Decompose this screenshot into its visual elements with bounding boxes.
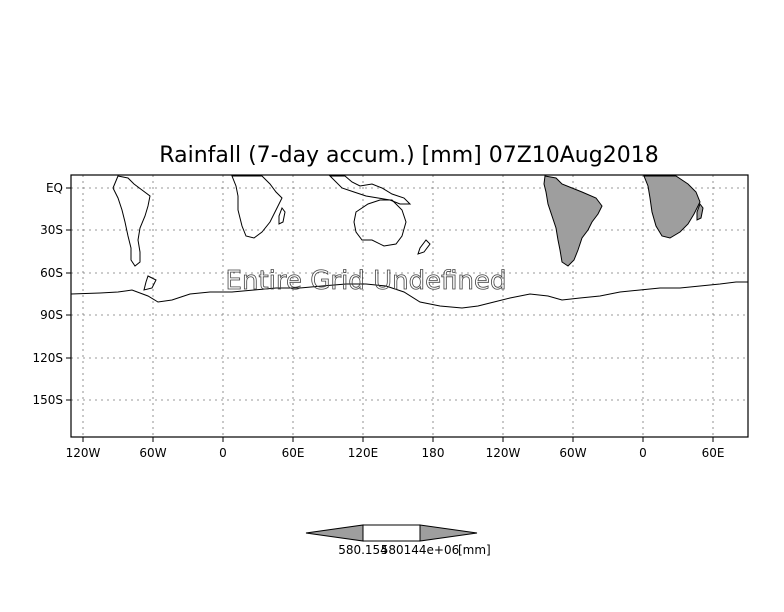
undefined-grid-message: Entire Grid Undefined [226, 266, 507, 296]
colorbar-min-label: 580.154 [338, 543, 388, 557]
madagascar-shaded [696, 202, 704, 221]
lon-label: 0 [639, 446, 647, 460]
madagascar-outline [278, 206, 286, 225]
antarctic-peninsula-outline [143, 275, 157, 291]
lon-label: 120W [486, 446, 521, 460]
antarctica-outline [70, 281, 748, 309]
continents-outline [70, 175, 748, 309]
colorbar-unit-label: [mm] [458, 543, 491, 557]
colorbar-right-arrow [419, 524, 478, 542]
colorbar-max-label: 580144e+06 [381, 543, 460, 557]
south-america-outline [112, 175, 151, 267]
lon-label: 60E [702, 446, 725, 460]
colorbar: 580.154 580144e+06 [mm] [305, 524, 491, 557]
lon-label: 0 [219, 446, 227, 460]
longitude-labels: 120W 60W 0 60E 120E 180 120W 60W 0 60E [66, 446, 725, 460]
colorbar-middle-box [362, 524, 421, 542]
continents-shaded [543, 175, 704, 267]
plot-frame [70, 174, 749, 438]
lon-label: 180 [422, 446, 445, 460]
new-zealand-outline [417, 239, 431, 255]
lat-label: 150S [32, 393, 63, 407]
lon-label: 60W [139, 446, 166, 460]
australia-outline [353, 199, 407, 247]
lat-label: 120S [32, 351, 63, 365]
tick-marks [66, 187, 714, 442]
lon-label: 120W [66, 446, 101, 460]
lat-label: 90S [40, 308, 63, 322]
lon-label: 120E [348, 446, 379, 460]
lon-label: 60W [559, 446, 586, 460]
south-america-shaded [543, 175, 603, 267]
map-title: Rainfall (7-day accum.) [mm] 07Z10Aug201… [159, 143, 658, 168]
lat-label: 60S [40, 266, 63, 280]
africa-outline [231, 175, 283, 239]
lat-label: EQ [46, 181, 63, 195]
grid-lines [71, 175, 748, 437]
southeast-asia-outline [328, 175, 412, 205]
lat-label: 30S [40, 223, 63, 237]
africa-shaded [643, 175, 701, 239]
latitude-labels: EQ 30S 60S 90S 120S 150S [32, 181, 63, 407]
lon-label: 60E [282, 446, 305, 460]
colorbar-left-arrow [305, 524, 364, 542]
